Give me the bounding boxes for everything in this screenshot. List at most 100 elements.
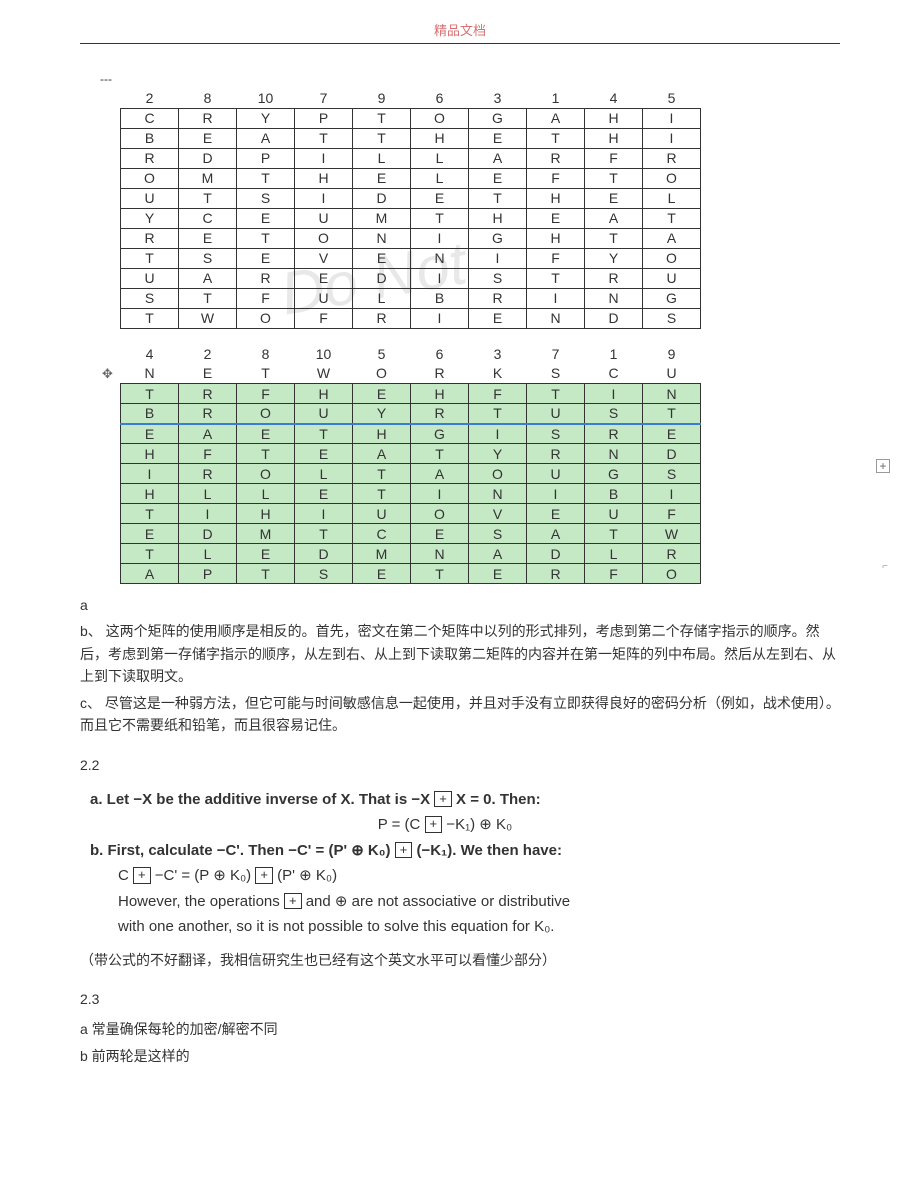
- matrix-cell: L: [353, 288, 411, 308]
- matrix-cell: H: [411, 128, 469, 148]
- matrix-cell: T: [237, 444, 295, 464]
- matrix-cell: E: [179, 364, 237, 384]
- matrix-cell: H: [527, 228, 585, 248]
- matrix-cell: S: [469, 524, 527, 544]
- matrix-cell: S: [179, 248, 237, 268]
- matrix-cell: I: [643, 484, 701, 504]
- matrix-cell: E: [295, 444, 353, 464]
- matrix-cell: F: [585, 564, 643, 584]
- matrix-cell: C: [585, 364, 643, 384]
- matrix-cell: A: [585, 208, 643, 228]
- matrix-cell: F: [237, 288, 295, 308]
- matrix-cell: E: [527, 208, 585, 228]
- matrix-cell: H: [121, 444, 179, 464]
- matrix-cell: I: [411, 228, 469, 248]
- matrix-cell: E: [295, 268, 353, 288]
- matrix-cell: H: [121, 484, 179, 504]
- matrix-cell: T: [121, 308, 179, 328]
- matrix-2-wrapper: ✥ Do Not 42810563719NETWORKSCUTRFHEHFTIN…: [80, 344, 840, 585]
- matrix-cell: F: [527, 248, 585, 268]
- matrix-cell: N: [353, 228, 411, 248]
- matrix-cell: T: [469, 188, 527, 208]
- label-a: a: [80, 594, 840, 616]
- matrix-cell: A: [179, 268, 237, 288]
- matrix-cell: T: [411, 444, 469, 464]
- matrix-cell: 3: [469, 344, 527, 364]
- paragraph-c: c、 尽管这是一种弱方法，但它可能与时间敏感信息一起使用，并且对手没有立即获得良…: [80, 692, 840, 737]
- matrix-cell: D: [585, 308, 643, 328]
- matrix-cell: 2: [179, 344, 237, 364]
- matrix-cell: I: [643, 108, 701, 128]
- matrix-cell: I: [527, 288, 585, 308]
- matrix-cell: B: [585, 484, 643, 504]
- matrix-cell: U: [527, 464, 585, 484]
- matrix-cell: L: [179, 544, 237, 564]
- boxed-plus-icon: +: [133, 867, 151, 883]
- matrix-cell: W: [179, 308, 237, 328]
- plus-icon: +: [876, 459, 890, 473]
- matrix-cell: T: [179, 188, 237, 208]
- matrix-cell: E: [353, 564, 411, 584]
- matrix-cell: 5: [643, 88, 701, 108]
- section-2-3-a: a 常量确保每轮的加密/解密不同: [80, 1018, 840, 1040]
- matrix-cell: L: [411, 168, 469, 188]
- matrix-cell: I: [411, 268, 469, 288]
- matrix-cell: T: [527, 128, 585, 148]
- formula-a-line2: P = (C + −K₁) ⊕ K₀: [50, 812, 840, 838]
- matrix-cell: 6: [411, 344, 469, 364]
- matrix-cell: T: [585, 228, 643, 248]
- matrix-cell: E: [469, 168, 527, 188]
- translation-note: （带公式的不好翻译，我相信研究生也已经有这个英文水平可以看懂少部分）: [80, 950, 840, 970]
- matrix-cell: I: [527, 484, 585, 504]
- matrix-cell: R: [527, 444, 585, 464]
- matrix-cell: E: [237, 208, 295, 228]
- matrix-cell: T: [411, 208, 469, 228]
- matrix-cell: B: [121, 404, 179, 424]
- formula-b-line3: However, the operations + and ⊕ are not …: [118, 889, 840, 915]
- matrix-cell: G: [469, 108, 527, 128]
- matrix-cell: U: [295, 288, 353, 308]
- matrix-cell: 8: [237, 344, 295, 364]
- matrix-cell: L: [353, 148, 411, 168]
- matrix-cell: T: [237, 228, 295, 248]
- matrix-cell: V: [469, 504, 527, 524]
- matrix-cell: N: [469, 484, 527, 504]
- matrix-cell: I: [469, 248, 527, 268]
- matrix-cell: T: [237, 364, 295, 384]
- formula-b-line4: with one another, so it is not possible …: [118, 914, 840, 940]
- matrix-cell: D: [527, 544, 585, 564]
- matrix-cell: T: [353, 484, 411, 504]
- matrix-cell: H: [585, 128, 643, 148]
- matrix-cell: T: [585, 168, 643, 188]
- matrix-cell: T: [353, 128, 411, 148]
- matrix-cell: E: [237, 544, 295, 564]
- matrix-cell: F: [179, 444, 237, 464]
- matrix-cell: E: [353, 168, 411, 188]
- matrix-cell: H: [585, 108, 643, 128]
- boxed-plus-icon: +: [284, 893, 302, 909]
- matrix-cell: L: [237, 484, 295, 504]
- matrix-cell: E: [179, 228, 237, 248]
- matrix-cell: S: [295, 564, 353, 584]
- matrix-cell: T: [295, 524, 353, 544]
- matrix-cell: O: [411, 108, 469, 128]
- boxed-plus-icon: +: [395, 842, 413, 858]
- matrix-cell: L: [643, 188, 701, 208]
- matrix-cell: O: [237, 464, 295, 484]
- formula-a-line1: a. Let −X be the additive inverse of X. …: [90, 787, 840, 813]
- matrix-cell: 4: [121, 344, 179, 364]
- matrix-cell: Y: [585, 248, 643, 268]
- matrix-cell: N: [585, 288, 643, 308]
- matrix-cell: E: [295, 484, 353, 504]
- matrix-cell: E: [643, 424, 701, 444]
- matrix-cell: G: [643, 288, 701, 308]
- header-text: 精品文档: [434, 23, 486, 38]
- matrix-cell: A: [527, 108, 585, 128]
- matrix-cell: 10: [295, 344, 353, 364]
- matrix-cell: I: [295, 188, 353, 208]
- matrix-cell: 10: [237, 88, 295, 108]
- matrix-cell: W: [295, 364, 353, 384]
- matrix-cell: N: [411, 248, 469, 268]
- matrix-cell: E: [469, 564, 527, 584]
- matrix-cell: E: [237, 248, 295, 268]
